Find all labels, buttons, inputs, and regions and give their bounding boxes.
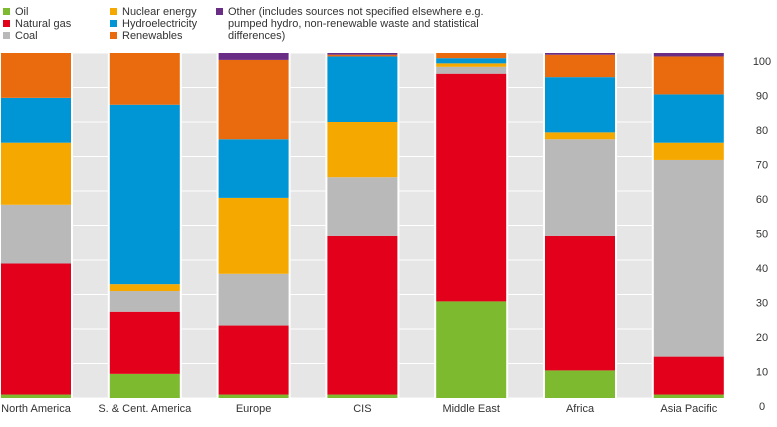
y-tick-label: 50 <box>756 228 768 240</box>
bar-segment <box>653 142 724 160</box>
bar-segment <box>218 325 289 395</box>
bar-segment <box>653 53 724 57</box>
legend-item: Coal <box>3 30 38 42</box>
legend-label: Hydroelectricity <box>122 18 198 30</box>
bar-segment <box>327 235 398 395</box>
bar-segment <box>109 53 180 105</box>
bar-segment <box>109 291 180 312</box>
bar-segment <box>436 301 507 398</box>
legend-label: Other (includes sources not specified el… <box>228 6 484 42</box>
bar-segment <box>327 394 398 398</box>
x-tick-label: CIS <box>353 403 371 415</box>
y-tick-label: 10 <box>756 366 768 378</box>
legend-label: Natural gas <box>15 18 72 30</box>
y-tick-label: 30 <box>756 297 768 309</box>
bar-segment <box>327 177 398 236</box>
bar-segment <box>545 77 615 133</box>
legend-swatch <box>3 8 10 15</box>
bar-segment <box>1 53 71 98</box>
y-tick-label: 60 <box>756 194 768 206</box>
bar-segment <box>109 311 180 374</box>
bar-segment <box>436 53 507 59</box>
legend-label: Oil <box>15 6 29 18</box>
x-tick-label: Africa <box>566 403 595 415</box>
bar-segment <box>653 56 724 95</box>
legend-item: Nuclear energy <box>110 6 197 18</box>
bar-segment <box>327 122 398 178</box>
bar-segment <box>1 394 71 398</box>
bar-segment <box>436 66 507 74</box>
bar-segment <box>218 197 289 274</box>
legend-item: Oil <box>3 6 28 18</box>
x-tick-label: Asia Pacific <box>660 403 717 415</box>
legend-item: Renewables <box>110 30 183 42</box>
bar-segment <box>436 63 507 67</box>
bar-segment <box>109 373 180 398</box>
legend-swatch <box>110 20 117 27</box>
bar-segment <box>218 394 289 398</box>
bar-segment <box>545 53 615 55</box>
y-tick-label: 70 <box>756 159 768 171</box>
bar-segment <box>545 235 615 371</box>
legend-swatch <box>216 8 223 15</box>
bar-segment <box>653 159 724 357</box>
y-tick-label: 20 <box>756 332 768 344</box>
x-tick-label: Europe <box>236 403 271 415</box>
legend-swatch <box>110 32 117 39</box>
bar-segment <box>545 132 615 140</box>
bar-segment <box>1 204 71 264</box>
bar-segment <box>653 394 724 398</box>
bar-segment <box>545 139 615 236</box>
legend-item: Natural gas <box>3 18 71 30</box>
legend-swatch <box>3 20 10 27</box>
bar-segment <box>1 263 71 395</box>
y-tick-label: 40 <box>756 263 768 275</box>
bar-segment <box>109 284 180 292</box>
bar-segment <box>653 94 724 143</box>
bar-segment <box>1 97 71 143</box>
legend-swatch <box>3 32 10 39</box>
bar-segment <box>218 273 289 326</box>
legend-item: Other (includes sources not specified el… <box>216 6 506 42</box>
bar-segment <box>1 142 71 205</box>
bar-segment <box>327 56 398 123</box>
bar-segment <box>218 139 289 198</box>
legend-swatch <box>110 8 117 15</box>
x-tick-label: S. & Cent. America <box>98 403 192 415</box>
bar-segment <box>653 356 724 395</box>
x-tick-label: North America <box>1 403 72 415</box>
bar-segment <box>327 53 398 55</box>
y-tick-label: 80 <box>756 125 768 137</box>
bar-segment <box>327 54 398 57</box>
bar-segment <box>436 58 507 64</box>
legend-item: Hydroelectricity <box>110 18 197 30</box>
bar-segment <box>218 59 289 140</box>
y-tick-label: 90 <box>756 90 768 102</box>
y-tick-label: 0 <box>759 401 765 413</box>
legend-label: Nuclear energy <box>122 6 197 18</box>
bar-segment <box>218 53 289 60</box>
x-tick-label: Middle East <box>442 403 499 415</box>
legend-label: Coal <box>15 30 38 42</box>
bar-segment <box>436 73 507 302</box>
legend-label: Renewables <box>122 30 183 42</box>
bar-segment <box>109 104 180 285</box>
y-tick-label: 100 <box>753 56 771 68</box>
bar-segment <box>545 370 615 398</box>
bar-segment <box>545 54 615 78</box>
